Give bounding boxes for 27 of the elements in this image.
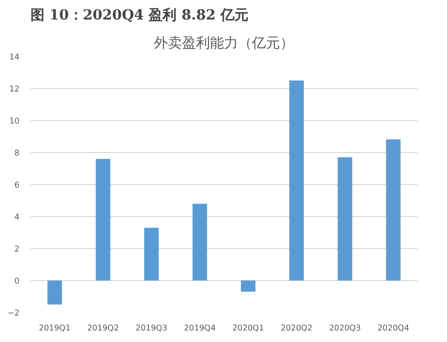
y-tick-label: 4: [14, 212, 20, 222]
bar: [47, 280, 62, 304]
bar: [386, 139, 401, 280]
bar: [144, 228, 159, 280]
bar: [338, 157, 352, 280]
chart-title: 图 10：2020Q4 盈利 8.82 亿元: [30, 8, 248, 24]
y-tick-label: 0: [14, 276, 20, 286]
bar: [96, 158, 110, 280]
y-tick-label: −2: [8, 308, 20, 318]
y-tick-label: 10: [9, 116, 20, 126]
y-tick-label: 12: [9, 84, 20, 94]
y-tick-label: 2: [14, 244, 20, 254]
y-tick-label: 14: [9, 52, 20, 62]
x-tick-label: 2020Q3: [329, 324, 361, 332]
y-tick-label: 6: [14, 180, 20, 190]
bar: [192, 204, 208, 280]
x-tick-label: 2019Q1: [38, 324, 71, 332]
x-tick-label: 2019Q3: [136, 324, 168, 332]
x-tick-label: 2019Q4: [184, 324, 216, 332]
x-tick-label: 2020Q4: [377, 324, 410, 332]
x-tick-label: 2019Q2: [87, 324, 119, 332]
y-tick-label: 8: [14, 148, 20, 158]
x-tick-label: 2020Q2: [280, 324, 312, 332]
bar: [289, 80, 304, 280]
bar: [240, 280, 256, 292]
x-tick-label: 2020Q1: [232, 324, 264, 332]
chart-subtitle: 外卖盈利能力（亿元）: [154, 36, 294, 52]
